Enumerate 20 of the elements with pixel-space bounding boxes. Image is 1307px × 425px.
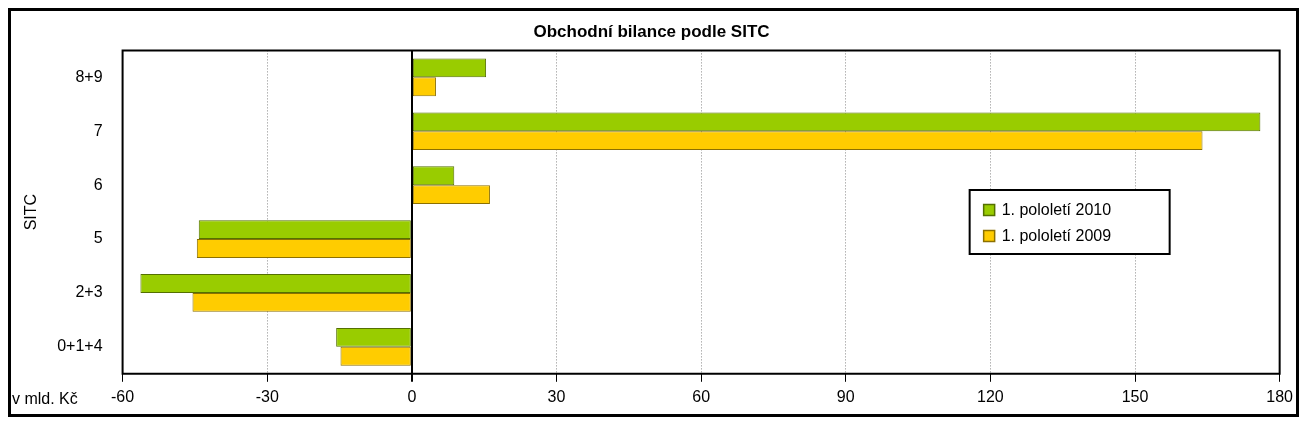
y-tick-label: 2+3 — [75, 283, 103, 301]
x-tick-label: 120 — [977, 387, 1004, 405]
x-tick-label: -30 — [255, 387, 279, 405]
x-tick-label: 30 — [547, 387, 566, 405]
y-axis-title: SITC — [22, 193, 40, 231]
y-tick-label: 5 — [93, 229, 103, 247]
y-tick-label: 6 — [93, 175, 103, 193]
x-tick-label: 60 — [692, 387, 711, 405]
x-tick-label: 0 — [407, 387, 417, 405]
x-tick-label: 90 — [836, 387, 855, 405]
x-axis-title: v mld. Kč — [12, 390, 78, 408]
y-tick-label: 0+1+4 — [57, 337, 103, 355]
legend-label: 1. pololetí 2009 — [1001, 226, 1112, 244]
x-tick-label: -60 — [111, 387, 135, 405]
y-tick-label: 8+9 — [75, 67, 103, 85]
y-tick-label: 7 — [93, 121, 103, 139]
legend-label: 1. pololetí 2010 — [1001, 200, 1112, 218]
x-tick-label: 150 — [1121, 387, 1149, 405]
x-tick-label: 180 — [1266, 387, 1294, 405]
chart-title: Obchodní bilance podle SITC — [533, 21, 770, 41]
